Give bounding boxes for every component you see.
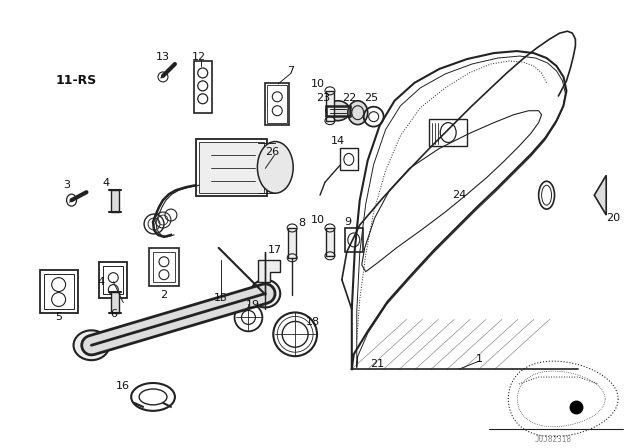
Bar — [111, 292, 119, 314]
Text: 3: 3 — [63, 180, 70, 190]
Bar — [326, 228, 334, 256]
Bar — [194, 61, 212, 113]
Bar — [266, 83, 289, 125]
Text: 15: 15 — [214, 293, 228, 302]
Text: 2: 2 — [161, 289, 168, 300]
Text: 19: 19 — [245, 301, 259, 310]
Ellipse shape — [74, 330, 109, 360]
Text: 4: 4 — [103, 178, 110, 188]
Polygon shape — [259, 260, 280, 282]
Bar — [199, 142, 264, 193]
Text: 13: 13 — [156, 52, 170, 62]
Text: 22: 22 — [342, 93, 356, 103]
Text: 21: 21 — [371, 359, 385, 369]
Bar — [268, 85, 287, 123]
Text: 16: 16 — [116, 381, 130, 391]
Ellipse shape — [326, 101, 350, 121]
Text: 10: 10 — [311, 215, 325, 225]
Ellipse shape — [250, 280, 280, 307]
Text: 17: 17 — [268, 245, 282, 255]
Text: 4: 4 — [98, 277, 105, 287]
Bar — [103, 266, 124, 293]
Text: J0J82318: J0J82318 — [535, 435, 572, 444]
Text: 14: 14 — [331, 136, 345, 146]
Text: 26: 26 — [265, 147, 280, 157]
Text: 24: 24 — [452, 190, 467, 200]
Text: 25: 25 — [365, 93, 379, 103]
Bar — [99, 262, 127, 297]
Text: 12: 12 — [192, 52, 206, 62]
Bar — [153, 252, 175, 282]
Text: 9: 9 — [344, 217, 351, 227]
Polygon shape — [595, 175, 606, 215]
Bar — [288, 228, 296, 258]
Bar — [196, 138, 268, 196]
Text: 10: 10 — [311, 79, 325, 89]
Ellipse shape — [257, 142, 293, 193]
Bar — [345, 228, 363, 252]
Bar — [149, 248, 179, 286]
Ellipse shape — [348, 101, 368, 125]
Bar — [429, 119, 467, 146]
Bar — [40, 270, 77, 314]
Bar — [44, 274, 74, 310]
Text: 18: 18 — [306, 317, 320, 327]
Bar — [326, 91, 334, 121]
Text: 6: 6 — [110, 310, 116, 319]
Bar — [111, 190, 119, 212]
Text: 7: 7 — [287, 66, 294, 76]
Text: 20: 20 — [606, 213, 620, 223]
Text: 1: 1 — [476, 354, 483, 364]
Text: 8: 8 — [298, 218, 306, 228]
Bar — [340, 148, 358, 170]
Text: 5: 5 — [55, 312, 62, 323]
Text: 11-RS: 11-RS — [56, 74, 97, 87]
Text: 23: 23 — [316, 93, 330, 103]
